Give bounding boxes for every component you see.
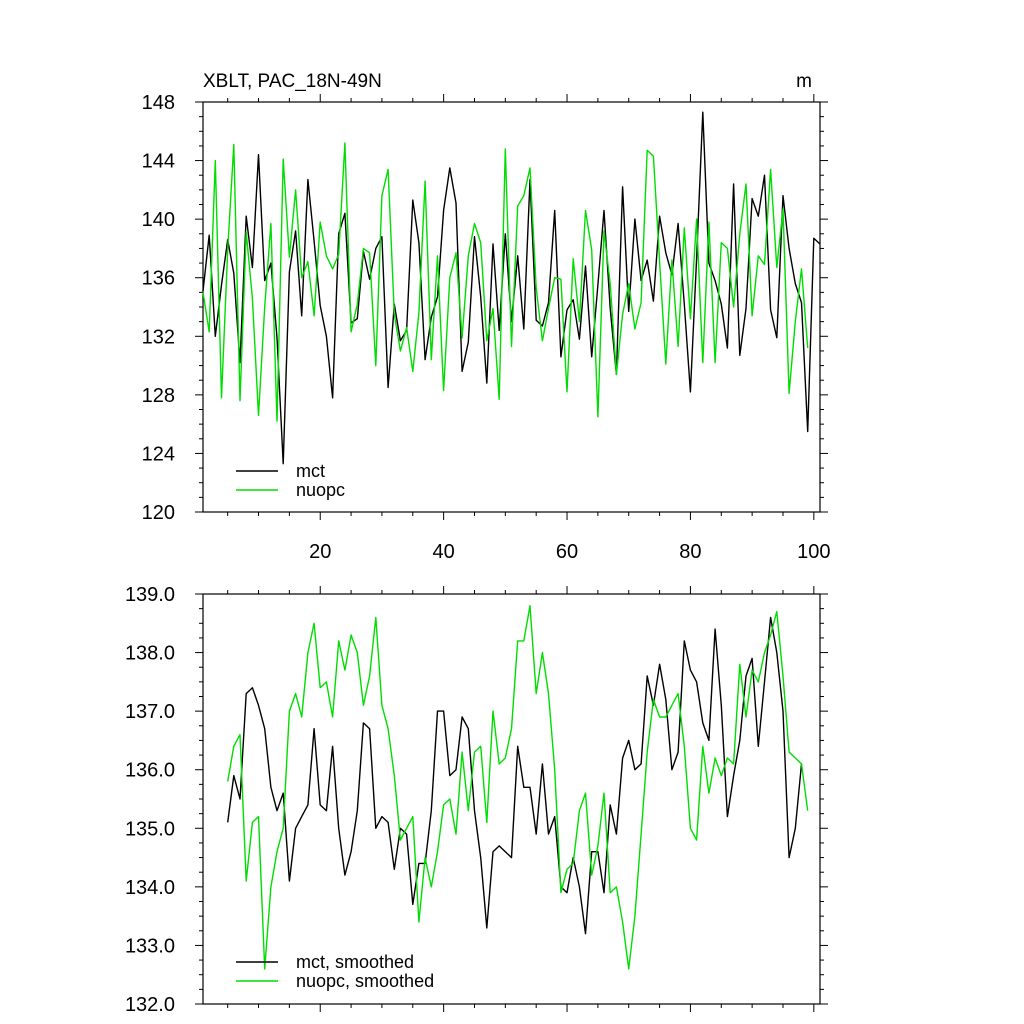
bottom-ytick-label: 135.0 bbox=[125, 818, 175, 840]
top-ytick-label: 144 bbox=[142, 151, 175, 173]
top-panel: XBLT, PAC_18N-49N m 120 124 128 132 136 140 14… bbox=[142, 71, 831, 563]
top-panel-units: m bbox=[796, 71, 812, 92]
top-series-mct bbox=[202, 111, 821, 465]
top-xtick-label: 100 bbox=[797, 541, 830, 563]
bottom-legend-label-nuopc: nuopc, smoothed bbox=[296, 971, 434, 991]
top-ytick-label: 148 bbox=[142, 92, 175, 114]
bottom-ytick-label: 139.0 bbox=[125, 584, 175, 606]
top-ytick-label: 136 bbox=[142, 268, 175, 290]
top-legend-label-nuopc: nuopc bbox=[296, 480, 345, 500]
top-ytick-label: 120 bbox=[142, 502, 175, 524]
top-xtick-label: 40 bbox=[433, 541, 455, 563]
top-ytick-label: 132 bbox=[142, 326, 175, 348]
top-xtick-label: 20 bbox=[309, 541, 331, 563]
bottom-series-mct bbox=[227, 616, 803, 935]
bottom-ytick-label: 138.0 bbox=[125, 643, 175, 665]
top-ytick-label: 140 bbox=[142, 209, 175, 231]
bottom-series-nuopc bbox=[227, 605, 809, 970]
bottom-ytick-label: 133.0 bbox=[125, 935, 175, 957]
bottom-panel: 132.0 133.0 134.0 135.0 136.0 137.0 138.0 139.0… bbox=[125, 584, 828, 1016]
top-legend-label-mct: mct bbox=[296, 461, 325, 481]
bottom-ytick-label: 132.0 bbox=[125, 994, 175, 1016]
bottom-legend-label-mct: mct, smoothed bbox=[296, 952, 414, 972]
top-xtick-label: 80 bbox=[679, 541, 701, 563]
top-xtick-label: 60 bbox=[556, 541, 578, 563]
top-ytick-label: 124 bbox=[142, 443, 175, 465]
bottom-ytick-label: 137.0 bbox=[125, 701, 175, 723]
top-ytick-label: 128 bbox=[142, 385, 175, 407]
bottom-ytick-label: 136.0 bbox=[125, 760, 175, 782]
top-panel-title: XBLT, PAC_18N-49N bbox=[203, 71, 382, 92]
bottom-ytick-label: 134.0 bbox=[125, 877, 175, 899]
top-series-nuopc bbox=[202, 142, 809, 422]
